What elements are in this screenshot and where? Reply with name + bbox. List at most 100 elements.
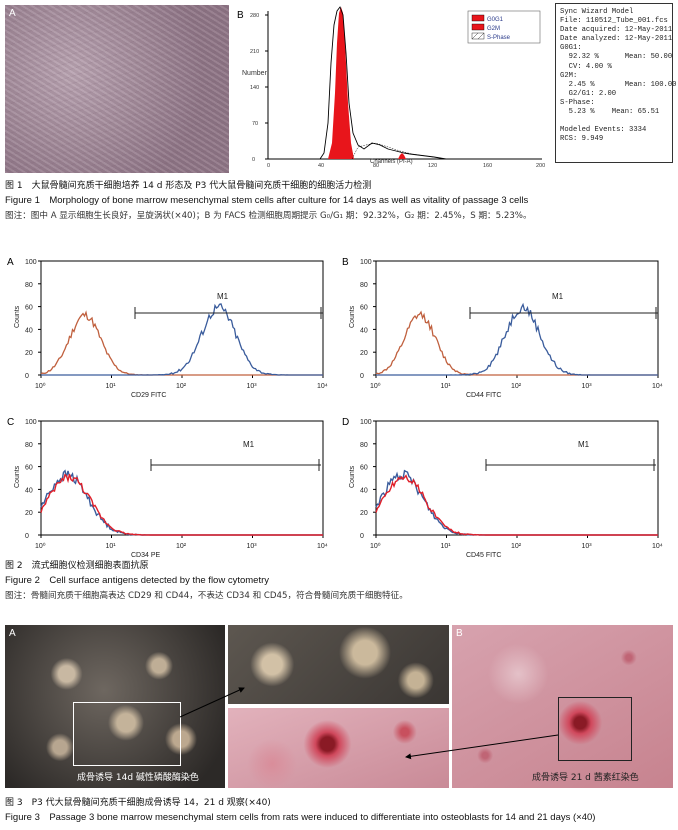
x-tick: 10¹ (441, 383, 452, 390)
flow-panel-d: D 0 20 40 60 80 100 Counts 10⁰ 10¹ 10² 10³ 10⁴ CD45 F… (340, 413, 672, 563)
g0g1-peak (328, 7, 354, 159)
isotype-curve (40, 473, 323, 536)
x-tick: 10³ (582, 383, 593, 390)
x-axis-label: Channels (PI-A) (370, 159, 413, 165)
panel-label: D (342, 417, 349, 428)
fig3-photo-b: B 成骨诱导 21 d 茜素红染色 (452, 625, 673, 788)
y-tick: 70 (252, 121, 258, 127)
x-tick: 10⁰ (35, 382, 46, 390)
y-tick: 20 (25, 510, 33, 517)
y-axis-label: Number (242, 70, 268, 77)
y-tick: 20 (360, 510, 368, 517)
fig3-label-a: 成骨诱导 14d 碱性磷酸酶染色 (77, 773, 199, 783)
x-tick: 10⁰ (35, 542, 46, 550)
fig3-zoom-top (228, 625, 449, 704)
x-axis-label: CD29 FITC (131, 392, 166, 399)
y-tick: 60 (25, 465, 33, 472)
x-tick: 10² (176, 383, 187, 390)
x-tick: 10² (511, 543, 522, 550)
y-tick: 80 (360, 442, 368, 449)
sync-line: CV: 4.00 % (560, 62, 612, 71)
fig2-note: 图注：骨髓间充质干细胞高表达 CD29 和 CD44，不表达 CD34 和 CD… (5, 591, 408, 601)
x-tick: 10⁰ (370, 382, 381, 390)
m1-label: M1 (552, 292, 564, 301)
fig2-caption-cn: 图 2 流式细胞仪检测细胞表面抗原 (5, 561, 149, 571)
x-tick: 10¹ (441, 543, 452, 550)
legend-g2m: G2M (487, 26, 500, 32)
y-tick: 40 (360, 327, 368, 334)
y-tick: 40 (25, 487, 33, 494)
x-tick: 10⁴ (317, 383, 328, 390)
cell-cycle-histogram: 0 70 140 210 280 Number 0 40 80 120 160 … (242, 6, 545, 169)
x-tick: 10³ (582, 543, 593, 550)
y-tick: 20 (360, 350, 368, 357)
y-axis-label: Counts (349, 305, 356, 328)
sync-line: Date acquired: 12-May-2011 (560, 26, 673, 35)
y-tick: 210 (250, 49, 259, 55)
sync-line: S-Phase: (560, 98, 595, 107)
legend-g0g1: G0G1 (487, 17, 504, 23)
fig1-caption-en: Figure 1 Morphology of bone marrow mesen… (5, 195, 529, 206)
flow-panel-c: C 0 20 40 60 80 100 Counts 10⁰ 10¹ 10² 10³ 10⁴ CD34 P… (5, 413, 337, 563)
sync-line: Date analyzed: 12-May-2011 (560, 35, 673, 44)
x-tick: 10² (176, 543, 187, 550)
x-tick: 0 (267, 163, 270, 169)
sync-line: RCS: 9.949 (560, 135, 604, 144)
x-axis-label: CD45 FITC (466, 552, 501, 559)
x-axis-label: CD34 PE (131, 552, 161, 559)
x-tick: 10¹ (106, 383, 117, 390)
isotype-curve (375, 474, 658, 536)
x-tick: 10⁴ (652, 543, 663, 550)
y-tick: 80 (25, 282, 33, 289)
fig3-photo-a: A 成骨诱导 14d 碱性磷酸酶染色 (5, 625, 225, 788)
x-tick: 10⁰ (370, 542, 381, 550)
panel-label: A (7, 257, 14, 268)
plot-frame (375, 260, 659, 376)
plot-frame (375, 420, 659, 536)
x-tick: 10⁴ (652, 383, 663, 390)
y-tick: 0 (360, 373, 364, 380)
legend-s-phase: S-Phase (487, 35, 511, 41)
sync-line: Sync Wizard Model (560, 8, 634, 16)
y-tick: 20 (25, 350, 33, 357)
s-phase-area (351, 142, 447, 160)
y-axis-label: Counts (349, 465, 356, 488)
y-tick: 60 (360, 465, 368, 472)
y-tick: 100 (360, 419, 372, 426)
fig1-note: 图注：图中 A 显示细胞生长良好，呈旋涡状(×40)；B 为 FACS 检测细胞… (5, 211, 532, 221)
x-tick: 80 (373, 163, 379, 169)
sync-line (560, 117, 668, 126)
sync-line: G2M: (560, 71, 578, 80)
fig3-caption-cn: 图 3 P3 代大鼠骨髓间充质干细胞成骨诱导 14，21 d 观察(×40) (5, 798, 271, 808)
x-tick: 200 (536, 163, 545, 169)
panel-label-a: A (9, 8, 16, 19)
y-tick: 40 (25, 327, 33, 334)
fig3-label-b: 成骨诱导 21 d 茜素红染色 (532, 773, 639, 783)
sync-line: 92.32 % Mean: 50.00 (560, 53, 673, 62)
fig3-caption-en: Figure 3 Passage 3 bone marrow mesenchym… (5, 812, 596, 823)
fig1-photo-a: A (5, 5, 229, 173)
sync-line: G2/G1: 2.00 (560, 89, 617, 98)
x-axis-label: CD44 FITC (466, 392, 501, 399)
x-tick: 10³ (247, 543, 258, 550)
y-tick: 100 (25, 259, 37, 266)
plot-frame (40, 260, 324, 376)
y-tick: 0 (360, 533, 364, 540)
y-tick: 60 (25, 305, 33, 312)
x-tick: 10⁴ (317, 543, 328, 550)
y-tick: 280 (250, 13, 259, 19)
y-tick: 40 (360, 487, 368, 494)
m1-label: M1 (578, 440, 590, 449)
m1-label: M1 (217, 292, 229, 301)
x-tick: 10³ (247, 383, 258, 390)
fig3-panel-label-a: A (9, 628, 16, 639)
x-tick: 120 (428, 163, 437, 169)
y-tick: 0 (252, 157, 255, 163)
g2m-peak (398, 153, 406, 159)
marker-curve (41, 303, 323, 376)
fig3-panel-label-b: B (456, 628, 463, 639)
fig3-zoom-bottom (228, 708, 449, 788)
sync-line: Modeled Events: 3334 (560, 126, 647, 135)
y-axis-label: Counts (14, 305, 21, 328)
panel-label-b: B (237, 10, 244, 21)
